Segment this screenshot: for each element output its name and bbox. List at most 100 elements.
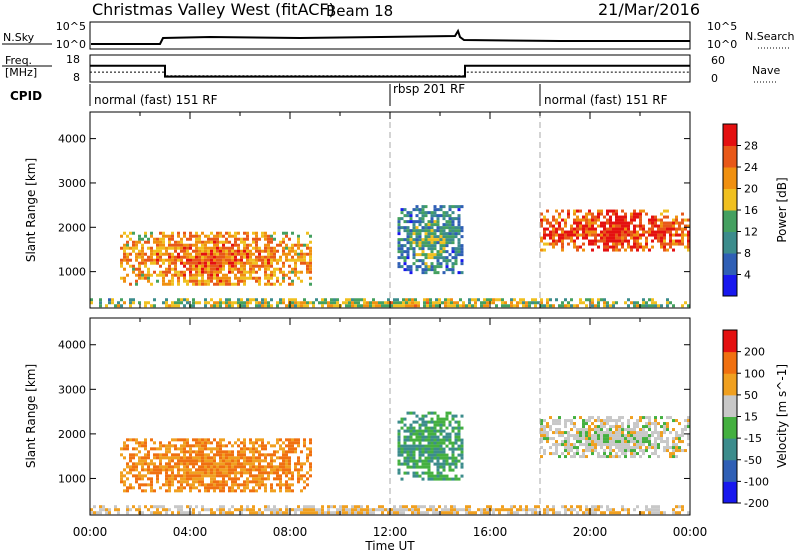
- echo-cell: [228, 453, 231, 457]
- echo-cell: [417, 505, 420, 509]
- echo-cell: [648, 440, 651, 444]
- echo-cell: [243, 489, 246, 493]
- echo-cell: [252, 474, 255, 478]
- echo-cell: [567, 233, 570, 237]
- echo-cell: [540, 298, 543, 302]
- echo-cell: [615, 440, 618, 444]
- echo-cell: [327, 505, 330, 509]
- echo-cell: [198, 450, 201, 454]
- echo-cell: [159, 240, 162, 244]
- echo-cell: [159, 486, 162, 490]
- echo-cell: [537, 505, 540, 509]
- echo-cell: [558, 419, 561, 423]
- echo-cell: [291, 258, 294, 262]
- echo-cell: [180, 468, 183, 472]
- echo-cell: [102, 508, 105, 512]
- echo-cell: [168, 477, 171, 481]
- echo-cell: [231, 304, 234, 308]
- echo-cell: [159, 511, 162, 515]
- echo-cell: [579, 508, 582, 512]
- echo-cell: [414, 505, 417, 509]
- echo-cell: [156, 246, 159, 250]
- echo-cell: [288, 465, 291, 469]
- echo-cell: [603, 242, 606, 246]
- echo-cell: [615, 248, 618, 252]
- echo-cell: [609, 233, 612, 237]
- echo-cell: [439, 250, 443, 254]
- echo-cell: [159, 447, 162, 451]
- echo-cell: [258, 258, 261, 262]
- echo-cell: [456, 511, 459, 515]
- echo-cell: [165, 477, 168, 481]
- echo-cell: [552, 422, 555, 426]
- echo-cell: [657, 218, 660, 222]
- echo-cell: [123, 483, 126, 487]
- echo-cell: [246, 486, 249, 490]
- echo-cell: [555, 422, 558, 426]
- echo-cell: [243, 438, 246, 442]
- echo-cell: [415, 474, 419, 478]
- colorbar-tick-label: -50: [744, 454, 762, 467]
- echo-cell: [300, 468, 303, 472]
- echo-cell: [549, 230, 552, 234]
- echo-cell: [412, 441, 416, 445]
- echo-cell: [435, 298, 438, 302]
- echo-cell: [276, 450, 279, 454]
- echo-cell: [630, 431, 633, 435]
- echo-cell: [657, 230, 660, 234]
- echo-cell: [618, 449, 621, 453]
- echo-cell: [204, 249, 207, 253]
- echo-cell: [412, 453, 416, 457]
- echo-cell: [171, 258, 174, 262]
- echo-cell: [195, 246, 198, 250]
- echo-cell: [609, 452, 612, 456]
- echo-cell: [546, 233, 549, 237]
- echo-cell: [210, 273, 213, 277]
- echo-cell: [267, 237, 270, 241]
- echo-cell: [213, 270, 216, 274]
- echo-cell: [135, 258, 138, 262]
- echo-cell: [633, 301, 636, 305]
- echo-cell: [108, 301, 111, 305]
- echo-cell: [120, 234, 123, 238]
- echo-cell: [225, 453, 228, 457]
- echo-cell: [433, 235, 437, 239]
- echo-cell: [642, 416, 645, 420]
- echo-cell: [403, 471, 407, 475]
- echo-cell: [618, 443, 621, 447]
- echo-cell: [213, 273, 216, 277]
- echo-cell: [150, 304, 153, 308]
- echo-cell: [288, 246, 291, 250]
- echo-cell: [210, 246, 213, 250]
- echo-cell: [442, 223, 446, 227]
- echo-cell: [243, 261, 246, 265]
- echo-cell: [687, 419, 690, 423]
- echo-cell: [138, 483, 141, 487]
- echo-cell: [201, 279, 204, 283]
- echo-cell: [204, 255, 207, 259]
- echo-cell: [195, 505, 198, 509]
- echo-cell: [445, 223, 449, 227]
- echo-cell: [442, 477, 446, 481]
- echo-cell: [309, 258, 312, 262]
- echo-cell: [642, 245, 645, 249]
- echo-cell: [222, 249, 225, 253]
- echo-cell: [454, 441, 458, 445]
- echo-cell: [427, 229, 431, 233]
- echo-cell: [189, 231, 192, 235]
- echo-cell: [207, 252, 210, 256]
- echo-cell: [591, 449, 594, 453]
- echo-cell: [489, 505, 492, 509]
- echo-cell: [591, 505, 594, 509]
- echo-cell: [186, 471, 189, 475]
- echo-cell: [321, 304, 324, 308]
- echo-cell: [300, 270, 303, 274]
- echo-cell: [564, 304, 567, 308]
- echo-cell: [177, 273, 180, 277]
- echo-cell: [594, 425, 597, 429]
- echo-cell: [222, 438, 225, 442]
- echo-cell: [357, 511, 360, 515]
- echo-cell: [636, 236, 639, 240]
- echo-cell: [439, 235, 443, 239]
- echo-cell: [273, 471, 276, 475]
